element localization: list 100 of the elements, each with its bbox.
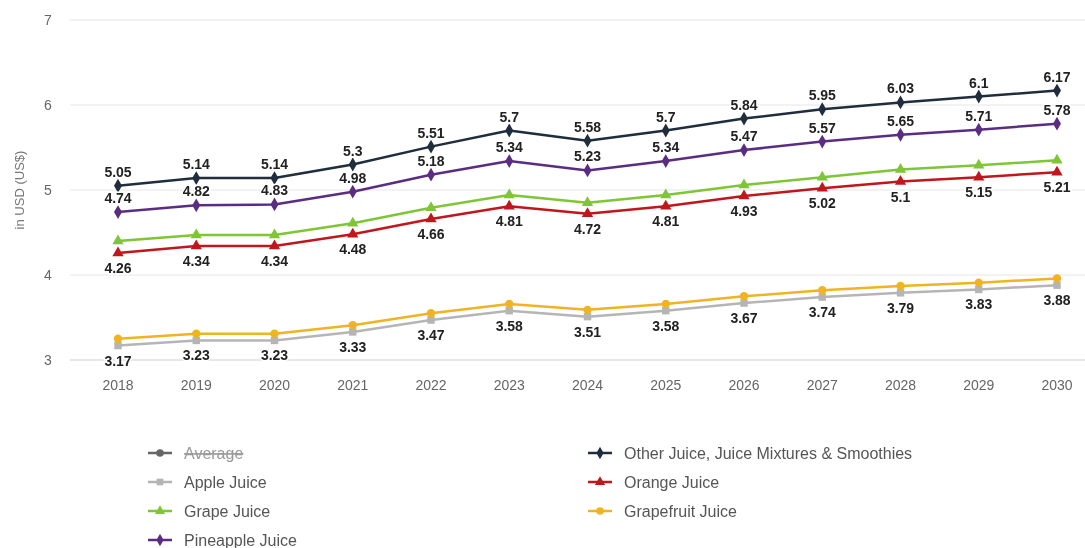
point: [268, 239, 281, 250]
data-label: 5.71: [965, 107, 993, 124]
data-label: 5.7: [499, 108, 520, 125]
data-label: 5.23: [573, 148, 602, 165]
point: [112, 246, 124, 257]
data-label: 4.81: [495, 213, 524, 230]
data-label: 5.51: [417, 124, 445, 141]
point: [973, 158, 985, 169]
data-label: 5.7: [656, 108, 676, 125]
data-label: 4.34: [260, 253, 289, 270]
point: [112, 234, 124, 245]
data-label: 5.47: [730, 128, 758, 145]
data-label: 3.88: [1043, 292, 1071, 309]
point: [740, 299, 748, 307]
data-label: 6.17: [1043, 68, 1071, 85]
data-label: 3.83: [965, 296, 993, 313]
y-tick-label: 3: [44, 351, 53, 368]
legend-label: Grape Juice: [184, 502, 271, 520]
point: [425, 201, 437, 212]
point: [894, 174, 907, 185]
point: [1051, 153, 1063, 164]
point: [503, 188, 515, 199]
y-tick-label: 4: [44, 266, 53, 283]
legend-label: Apple Juice: [184, 473, 267, 491]
point: [270, 329, 279, 338]
data-label: 4.81: [652, 213, 680, 230]
point: [738, 178, 750, 189]
x-tick-label: 2026: [728, 377, 760, 393]
data-label: 5.34: [652, 139, 680, 156]
data-label: 5.78: [1043, 101, 1071, 118]
x-tick-label: 2028: [884, 377, 917, 393]
data-label: 4.26: [104, 259, 132, 276]
data-label: 5.65: [886, 112, 915, 129]
point: [974, 278, 983, 287]
point: [425, 212, 437, 223]
data-label: 4.74: [104, 190, 132, 207]
data-label: 4.98: [339, 169, 367, 186]
point: [818, 293, 826, 301]
point: [581, 207, 594, 218]
point: [190, 228, 202, 239]
data-label: 4.72: [573, 220, 602, 237]
point: [113, 334, 123, 343]
data-label: 5.95: [808, 87, 837, 104]
x-tick-label: 2025: [650, 377, 682, 393]
legend-label: Other Juice, Juice Mixtures & Smoothies: [624, 444, 913, 462]
data-label: 5.57: [808, 119, 837, 136]
point: [660, 188, 672, 199]
y-tick-label: 7: [44, 11, 53, 28]
legend-label: Grapefruit Juice: [624, 502, 738, 520]
data-label: 5.3: [343, 142, 363, 159]
x-tick-label: 2030: [1041, 377, 1073, 393]
data-label: 3.67: [730, 310, 758, 327]
point: [268, 228, 281, 239]
point: [583, 305, 592, 315]
point: [816, 170, 828, 181]
y-tick-label: 6: [44, 96, 53, 113]
y-axis-title: in USD (US$): [12, 150, 27, 230]
data-label: 3.74: [808, 304, 837, 321]
data-label: 5.14: [182, 156, 211, 173]
point: [347, 216, 359, 227]
legend-label: Orange Juice: [624, 473, 720, 491]
point: [738, 189, 750, 200]
point: [581, 196, 594, 206]
x-tick-label: 2029: [963, 377, 995, 393]
point: [739, 292, 749, 301]
point: [426, 309, 436, 318]
data-label: 3.23: [182, 347, 211, 364]
point: [661, 299, 670, 309]
point: [816, 181, 828, 192]
x-tick-label: 2018: [102, 377, 134, 393]
data-label: 4.93: [730, 202, 758, 219]
x-tick-label: 2021: [337, 377, 369, 393]
point: [1051, 165, 1063, 176]
point: [894, 163, 907, 173]
data-label: 6.1: [969, 74, 989, 91]
point: [427, 316, 435, 324]
x-tick-label: 2020: [258, 377, 291, 393]
point: [1053, 281, 1061, 289]
x-tick-label: 2022: [415, 377, 447, 393]
legend-label: Average: [184, 444, 244, 462]
point: [1052, 274, 1062, 283]
data-label: 4.82: [182, 183, 211, 200]
point: [973, 170, 985, 181]
data-label: 3.33: [339, 338, 367, 355]
data-label: 4.48: [339, 241, 367, 258]
data-label: 5.05: [104, 163, 132, 180]
point: [348, 320, 357, 330]
data-label: 3.58: [652, 317, 680, 334]
data-label: 3.58: [495, 317, 524, 334]
data-label: 4.66: [417, 225, 445, 242]
data-label: 3.17: [104, 352, 132, 369]
data-label: 5.34: [495, 139, 524, 156]
data-label: 5.1: [890, 188, 911, 205]
point: [190, 239, 202, 250]
data-label: 3.79: [886, 299, 915, 316]
data-label: 3.47: [417, 327, 445, 344]
point: [349, 328, 357, 336]
point: [114, 341, 122, 350]
point: [192, 329, 201, 338]
point: [896, 289, 905, 297]
